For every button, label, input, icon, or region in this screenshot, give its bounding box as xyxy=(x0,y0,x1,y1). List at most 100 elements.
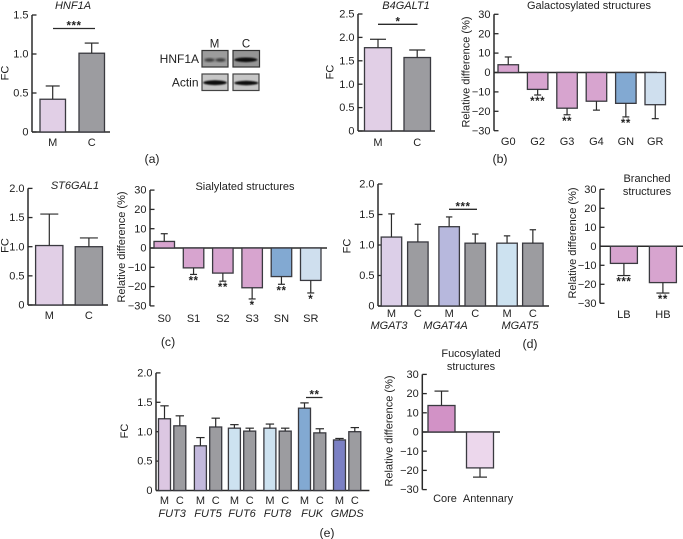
svg-text:M: M xyxy=(196,495,205,507)
svg-text:Relative difference (%): Relative difference (%) xyxy=(384,375,396,486)
svg-text:**: ** xyxy=(189,275,199,287)
svg-text:**: ** xyxy=(218,282,228,294)
svg-text:−30: −30 xyxy=(578,298,597,310)
svg-text:−30: −30 xyxy=(128,301,147,313)
svg-text:MGAT5: MGAT5 xyxy=(501,320,539,332)
svg-text:0: 0 xyxy=(22,127,28,139)
svg-text:***: *** xyxy=(67,21,82,33)
svg-text:C: C xyxy=(246,495,254,507)
svg-text:HNF1A: HNF1A xyxy=(55,0,91,12)
svg-text:1.5: 1.5 xyxy=(339,55,354,67)
svg-text:C: C xyxy=(471,308,479,320)
svg-text:(a): (a) xyxy=(144,152,159,166)
svg-text:2.0: 2.0 xyxy=(137,368,152,380)
svg-text:**: ** xyxy=(562,116,572,128)
svg-text:SN: SN xyxy=(274,313,289,325)
svg-text:(e): (e) xyxy=(319,526,334,539)
svg-text:C: C xyxy=(176,495,184,507)
svg-text:Core: Core xyxy=(433,493,457,505)
svg-text:M: M xyxy=(445,308,454,320)
svg-text:*: * xyxy=(396,16,401,28)
svg-text:1.0: 1.0 xyxy=(359,240,374,252)
svg-text:−30: −30 xyxy=(400,484,419,496)
svg-text:*: * xyxy=(250,300,255,312)
svg-text:FC: FC xyxy=(325,65,337,80)
svg-text:Branched: Branched xyxy=(623,173,670,185)
svg-text:0.5: 0.5 xyxy=(13,88,28,100)
svg-text:Relative difference (%): Relative difference (%) xyxy=(116,191,128,302)
svg-text:−20: −20 xyxy=(472,106,491,118)
svg-text:0: 0 xyxy=(140,243,146,255)
svg-text:0: 0 xyxy=(18,300,24,312)
svg-text:−10: −10 xyxy=(472,87,491,99)
svg-text:MGAT4A: MGAT4A xyxy=(423,320,467,332)
svg-text:***: *** xyxy=(530,96,545,108)
svg-text:30: 30 xyxy=(584,184,596,196)
svg-text:2.0: 2.0 xyxy=(9,183,24,195)
svg-text:10: 10 xyxy=(584,222,596,234)
svg-text:Fucosylated: Fucosylated xyxy=(441,348,500,360)
svg-text:M: M xyxy=(45,310,54,322)
svg-text:C: C xyxy=(414,308,422,320)
svg-text:ST6GAL1: ST6GAL1 xyxy=(51,180,99,192)
svg-text:SR: SR xyxy=(303,313,318,325)
svg-text:0.5: 0.5 xyxy=(359,270,374,282)
svg-text:1.0: 1.0 xyxy=(339,79,354,91)
svg-text:1.5: 1.5 xyxy=(359,209,374,221)
svg-text:C: C xyxy=(316,495,324,507)
svg-text:M: M xyxy=(335,495,344,507)
svg-text:10: 10 xyxy=(134,223,146,235)
svg-text:0: 0 xyxy=(484,67,490,79)
svg-text:M: M xyxy=(502,308,511,320)
svg-text:M: M xyxy=(373,137,382,149)
svg-text:−10: −10 xyxy=(578,260,597,272)
svg-text:FUT3: FUT3 xyxy=(158,508,186,520)
svg-text:**: ** xyxy=(658,294,668,306)
svg-text:HNF1A: HNF1A xyxy=(160,52,199,66)
svg-text:−30: −30 xyxy=(472,125,491,137)
svg-text:1.0: 1.0 xyxy=(9,241,24,253)
svg-text:LB: LB xyxy=(617,309,630,321)
svg-text:MGAT3: MGAT3 xyxy=(370,320,408,332)
svg-text:M: M xyxy=(160,495,169,507)
svg-text:M: M xyxy=(48,137,57,149)
svg-text:0.5: 0.5 xyxy=(137,456,152,468)
svg-text:B4GALT1: B4GALT1 xyxy=(382,0,430,12)
svg-text:C: C xyxy=(281,495,289,507)
svg-text:M: M xyxy=(265,495,274,507)
svg-text:0.5: 0.5 xyxy=(339,102,354,114)
svg-text:FUK: FUK xyxy=(301,508,324,520)
svg-text:FC: FC xyxy=(0,238,12,253)
svg-text:−10: −10 xyxy=(128,262,147,274)
svg-text:0.5: 0.5 xyxy=(9,270,24,282)
svg-text:FC: FC xyxy=(0,66,12,81)
svg-text:G4: G4 xyxy=(589,136,604,148)
svg-text:C: C xyxy=(85,310,93,322)
svg-text:30: 30 xyxy=(407,369,419,381)
svg-text:M: M xyxy=(230,495,239,507)
svg-text:***: *** xyxy=(456,201,471,213)
svg-text:C: C xyxy=(242,39,250,51)
svg-text:1.5: 1.5 xyxy=(13,10,28,22)
svg-text:***: *** xyxy=(616,277,631,289)
svg-text:Antennary: Antennary xyxy=(463,493,514,505)
svg-text:G0: G0 xyxy=(501,136,516,148)
svg-text:0: 0 xyxy=(348,126,354,138)
svg-text:−20: −20 xyxy=(128,281,147,293)
svg-text:−20: −20 xyxy=(578,279,597,291)
svg-text:FUT8: FUT8 xyxy=(264,508,292,520)
svg-text:2.5: 2.5 xyxy=(339,9,354,21)
svg-text:0: 0 xyxy=(413,427,419,439)
svg-text:C: C xyxy=(88,137,96,149)
svg-text:structures: structures xyxy=(623,186,672,198)
svg-text:Sialylated structures: Sialylated structures xyxy=(195,181,295,193)
svg-text:G2: G2 xyxy=(530,136,545,148)
svg-text:**: ** xyxy=(310,390,320,402)
svg-text:**: ** xyxy=(621,118,631,130)
svg-text:(b): (b) xyxy=(492,152,507,166)
svg-text:C: C xyxy=(413,137,421,149)
svg-text:30: 30 xyxy=(478,9,490,21)
svg-text:S2: S2 xyxy=(216,313,229,325)
svg-text:−20: −20 xyxy=(400,465,419,477)
svg-text:M: M xyxy=(387,308,396,320)
